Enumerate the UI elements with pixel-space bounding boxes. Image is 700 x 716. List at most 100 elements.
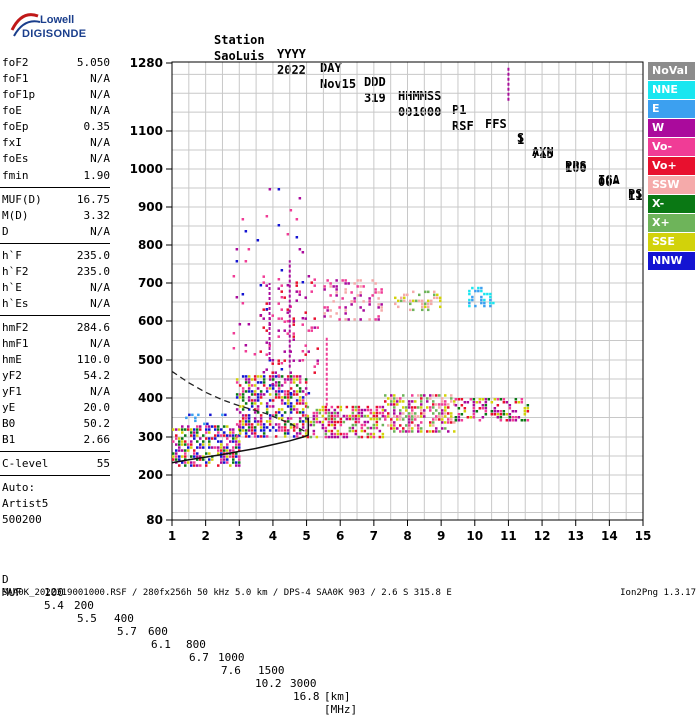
echo-point (393, 394, 396, 397)
echo-point (289, 426, 293, 429)
echo-point (481, 407, 485, 410)
echo-point (205, 431, 208, 434)
echo-point (307, 350, 310, 353)
echo-point (457, 419, 461, 422)
echo-point (353, 318, 356, 321)
echo-point (304, 429, 308, 432)
param-hmE: hmE 110.0 (2, 353, 110, 366)
echo-point (393, 397, 396, 400)
echo-point (387, 424, 390, 427)
echo-point (360, 414, 364, 418)
echo-point (360, 429, 364, 433)
echo-point (262, 384, 266, 387)
echo-point (330, 417, 334, 421)
echo-point (372, 426, 376, 430)
echo-point (304, 317, 307, 320)
echo-point (202, 455, 205, 458)
echo-point (435, 409, 438, 412)
echo-point (380, 291, 383, 294)
echo-point (256, 420, 260, 423)
echo-point (408, 400, 411, 403)
echo-point (354, 420, 358, 424)
echo-point (247, 417, 251, 420)
echo-point (351, 423, 355, 427)
header-value: SaoLuis (214, 49, 265, 63)
echo-point (327, 435, 331, 439)
echo-point (438, 403, 441, 406)
echo-point (202, 443, 205, 446)
echo-point (235, 455, 238, 458)
echo-point (221, 413, 224, 417)
echo-point (271, 414, 275, 417)
echo-point (292, 338, 295, 341)
echo-point (450, 418, 453, 421)
legend-item-x-minus: X- (648, 195, 695, 213)
echo-point (354, 408, 358, 412)
echo-point (194, 419, 197, 423)
echo-point (384, 394, 387, 397)
echo-point (306, 414, 310, 418)
echo-point (259, 284, 263, 287)
y-tick-label: 1280 (130, 56, 163, 70)
echo-point (356, 279, 359, 282)
echo-point (295, 423, 299, 426)
echo-point (436, 293, 439, 297)
echo-point (274, 393, 278, 396)
echo-point (301, 414, 305, 417)
echo-point (480, 301, 483, 305)
echo-point (316, 326, 319, 329)
echo-point (478, 407, 482, 410)
echo-point (298, 387, 302, 390)
echo-point (438, 412, 441, 415)
echo-point (347, 282, 350, 285)
distance-unit: [km] (324, 690, 351, 703)
echo-point (283, 429, 287, 432)
echo-point (432, 403, 435, 406)
echo-point (397, 299, 400, 303)
echo-point (223, 446, 226, 449)
echo-point (232, 275, 236, 278)
echo-point (402, 400, 405, 403)
echo-point (514, 419, 518, 422)
echo-point (432, 424, 435, 427)
echo-point (378, 411, 382, 415)
echo-point (274, 371, 277, 374)
echo-point (277, 224, 281, 227)
echo-point (315, 411, 319, 415)
param-fmin: fmin 1.90 (2, 169, 110, 182)
echo-point (484, 404, 488, 407)
echo-point (274, 414, 278, 417)
echo-point (351, 417, 355, 421)
echo-point (298, 402, 302, 405)
muf-value: 10.2 (255, 677, 282, 690)
echo-point (312, 429, 316, 433)
echo-point (493, 413, 497, 416)
echo-point (393, 406, 396, 409)
echo-point (432, 400, 435, 403)
echo-point (178, 440, 181, 443)
echo-point (241, 417, 245, 420)
echo-point (271, 387, 275, 390)
echo-point (187, 425, 190, 428)
echo-point (271, 399, 275, 402)
echo-point (280, 402, 284, 405)
echo-point (517, 416, 521, 419)
echo-point (247, 384, 251, 387)
echo-point (526, 419, 530, 422)
echo-point (359, 318, 362, 321)
echo-point (408, 415, 411, 418)
echo-point (378, 417, 382, 421)
echo-point (517, 401, 521, 404)
echo-point (292, 381, 296, 384)
echo-point (447, 403, 450, 406)
echo-point (286, 308, 289, 311)
echo-point (417, 430, 420, 433)
echo-point (262, 281, 265, 284)
echo-point (374, 318, 377, 321)
echo-point (333, 408, 337, 412)
echo-point (178, 449, 181, 452)
echo-point (480, 289, 483, 293)
echo-point (199, 446, 202, 449)
echo-point (199, 443, 202, 446)
header-values: SaoLuis 2022 Nov15 319 001000 RSF 1 715 … (214, 35, 642, 203)
